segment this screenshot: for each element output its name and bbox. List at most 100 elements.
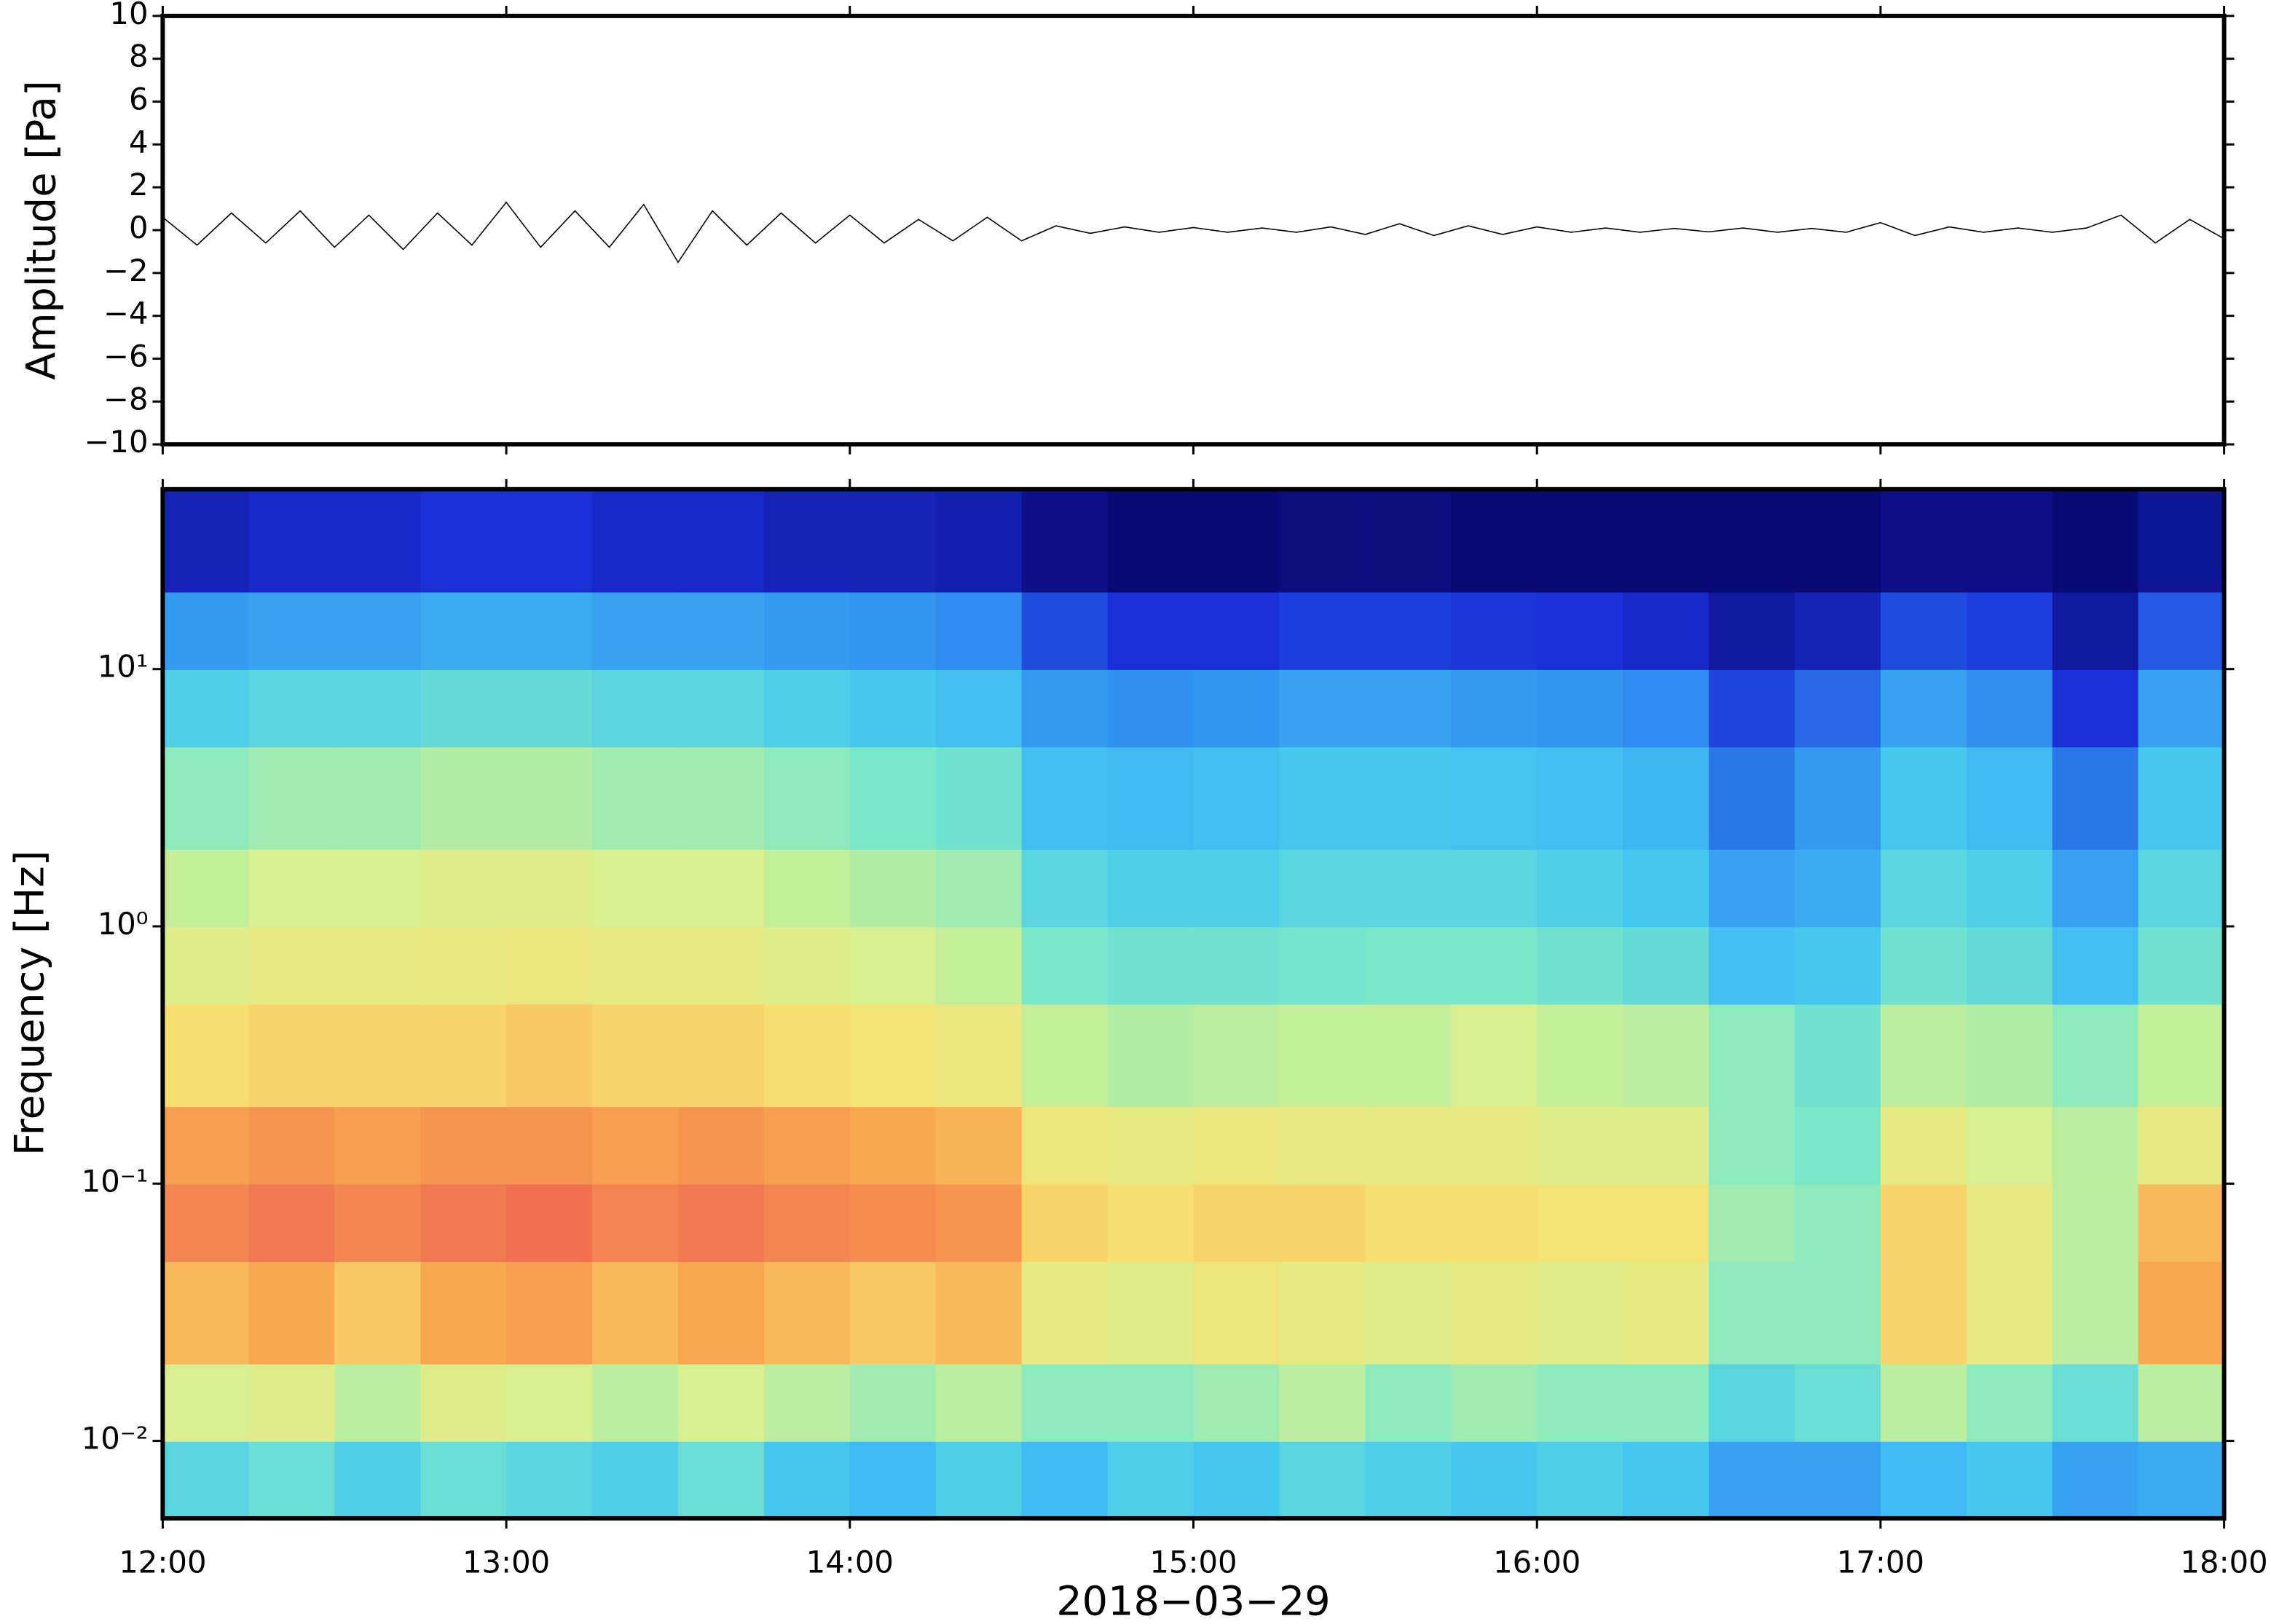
heat-cell xyxy=(1966,591,2053,670)
heat-cell xyxy=(592,1261,680,1365)
heat-cell xyxy=(1709,926,1796,1005)
heat-cell xyxy=(2052,926,2139,1005)
heat-cell xyxy=(1279,1363,1366,1442)
heat-cell xyxy=(1279,746,1366,850)
heat-cell xyxy=(1794,591,1882,670)
heat-cell xyxy=(1537,1183,1624,1262)
heat-cell xyxy=(1021,1440,1109,1520)
heat-cell xyxy=(2138,1004,2225,1108)
heat-cell xyxy=(1709,591,1796,670)
y-tick-label: −4 xyxy=(103,296,149,331)
x-tick-label: 17:00 xyxy=(1837,1545,1924,1580)
heat-cell xyxy=(1193,848,1280,928)
heat-cell xyxy=(248,1183,336,1262)
heat-cell xyxy=(1966,926,2053,1005)
heat-cell xyxy=(334,1440,422,1520)
heat-cell xyxy=(1537,1105,1624,1185)
heat-cell xyxy=(506,848,594,928)
heat-cell xyxy=(763,669,851,748)
heat-cell xyxy=(1365,489,1452,593)
heat-cell xyxy=(1880,669,1968,748)
heat-cell xyxy=(1880,926,1968,1005)
heat-cell xyxy=(849,591,937,670)
y-tick-label: 4 xyxy=(129,124,149,159)
heat-cell xyxy=(1623,1363,1710,1442)
heat-cell xyxy=(592,1105,680,1185)
heat-cell xyxy=(1966,1440,2053,1520)
heat-cell xyxy=(935,669,1023,748)
y-axis-label: Frequency [Hz] xyxy=(7,851,54,1156)
heat-cell xyxy=(1021,489,1109,593)
heat-cell xyxy=(1107,669,1194,748)
y-tick-label: −10 xyxy=(84,424,148,460)
heat-cell xyxy=(1193,1261,1280,1365)
heat-cell xyxy=(2138,746,2225,850)
heat-cell xyxy=(763,1261,851,1365)
heat-cell xyxy=(1279,1440,1366,1520)
heat-cell xyxy=(849,746,937,850)
y-tick-label: 6 xyxy=(129,82,149,117)
heat-cell xyxy=(1451,746,1538,850)
heat-cell xyxy=(506,1105,594,1185)
heat-cell xyxy=(1880,1261,1968,1365)
heat-cell xyxy=(763,489,851,593)
heat-cell xyxy=(1107,591,1194,670)
heat-cell xyxy=(420,848,508,928)
heat-cell xyxy=(1794,1004,1882,1108)
heat-cell xyxy=(935,1440,1023,1520)
heat-cell xyxy=(1279,591,1366,670)
heat-cell xyxy=(1451,1261,1538,1365)
heat-cell xyxy=(1021,669,1109,748)
heat-cell xyxy=(334,1105,422,1185)
heat-cell xyxy=(592,591,680,670)
heat-cell xyxy=(1193,1004,1280,1108)
waveform xyxy=(162,201,2225,264)
heat-cell xyxy=(1107,1183,1194,1262)
heat-cell xyxy=(1365,746,1452,850)
heat-cell xyxy=(2052,489,2139,593)
heat-cell xyxy=(1966,746,2053,850)
heat-cell xyxy=(1880,489,1968,593)
heat-cell xyxy=(1279,489,1366,593)
heat-cell xyxy=(763,1004,851,1108)
heat-cell xyxy=(935,1004,1023,1108)
heat-cell xyxy=(1623,848,1710,928)
heat-cell xyxy=(248,746,336,850)
heat-cell xyxy=(1537,669,1624,748)
heat-cell xyxy=(1193,591,1280,670)
heat-cell xyxy=(1537,1261,1624,1365)
heat-cell xyxy=(162,1105,250,1185)
heat-cell xyxy=(1365,669,1452,748)
heat-cell xyxy=(763,926,851,1005)
heat-cell xyxy=(1107,1004,1194,1108)
x-tick-label: 18:00 xyxy=(2180,1545,2267,1580)
heat-cell xyxy=(1107,1261,1194,1365)
heat-cell xyxy=(420,591,508,670)
heat-cell xyxy=(1794,1440,1882,1520)
heat-cell xyxy=(506,1183,594,1262)
heat-cell xyxy=(1451,1440,1538,1520)
heat-cell xyxy=(677,1183,765,1262)
heat-cell xyxy=(1794,926,1882,1005)
heat-cell xyxy=(334,1363,422,1442)
heat-cell xyxy=(1365,926,1452,1005)
heat-cell xyxy=(506,669,594,748)
heat-cell xyxy=(1537,926,1624,1005)
heat-cell xyxy=(1107,926,1194,1005)
heat-cell xyxy=(1537,591,1624,670)
heat-cell xyxy=(1966,848,2053,928)
heat-cell xyxy=(1193,1105,1280,1185)
heat-cell xyxy=(677,926,765,1005)
heat-cell xyxy=(677,1363,765,1442)
heat-cell xyxy=(935,1261,1023,1365)
heat-cell xyxy=(1709,669,1796,748)
heat-cell xyxy=(849,1183,937,1262)
heat-cell xyxy=(935,926,1023,1005)
heat-cell xyxy=(1794,848,1882,928)
heat-cell xyxy=(592,1363,680,1442)
heat-cell xyxy=(1451,1004,1538,1108)
heat-cell xyxy=(763,1105,851,1185)
heat-cell xyxy=(162,669,250,748)
heat-cell xyxy=(248,489,336,593)
